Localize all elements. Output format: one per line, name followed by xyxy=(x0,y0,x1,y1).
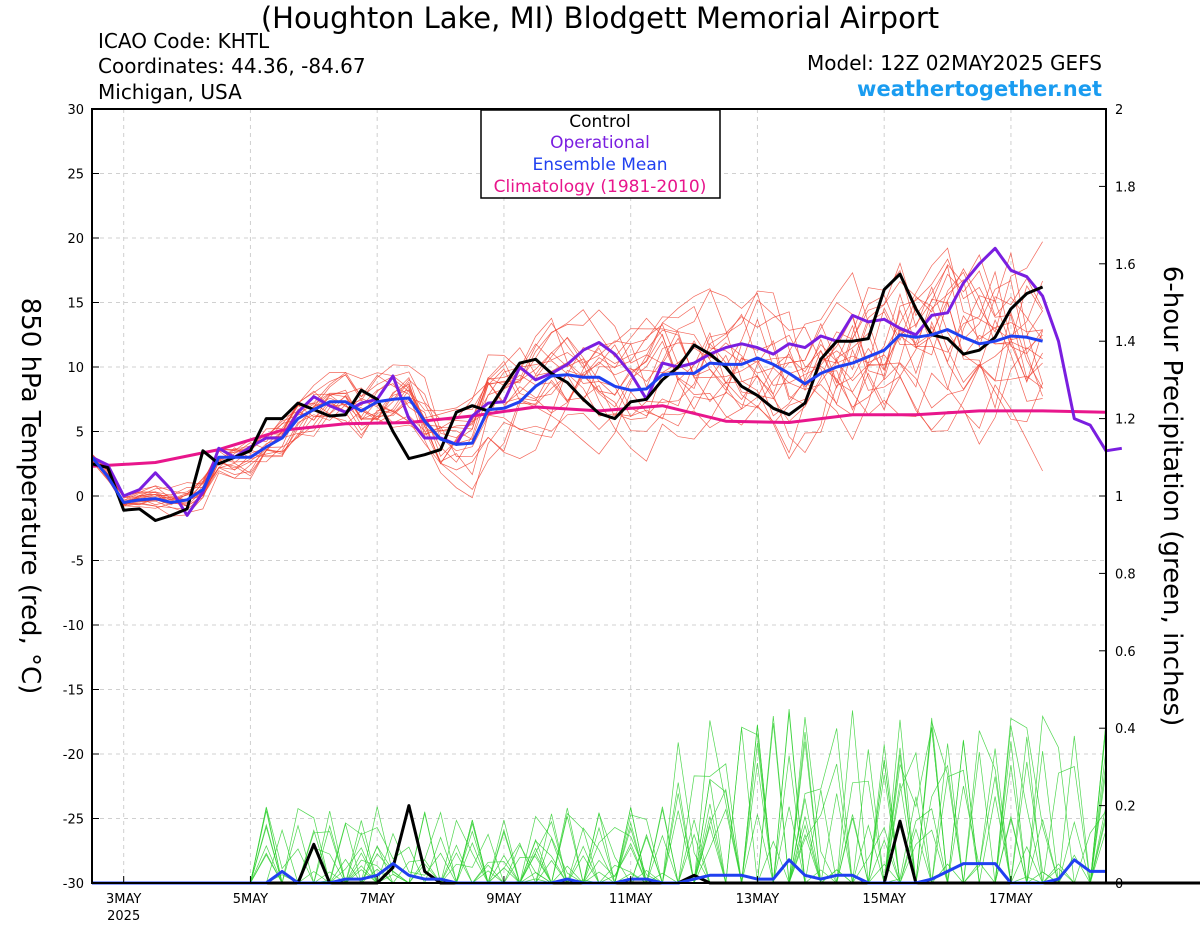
precipitation-member-line xyxy=(92,722,1107,885)
legend: Control Operational Ensemble Mean Climat… xyxy=(480,109,721,199)
tick-label-left: 25 xyxy=(67,168,84,183)
tick-label-left: -20 xyxy=(63,748,84,763)
y-axis-left-label: 850 hPa Temperature (red, °C) xyxy=(15,298,45,695)
tick-label-right: 2 xyxy=(1115,103,1123,118)
tick-label-right: 1.6 xyxy=(1115,258,1136,273)
tick-label-right: 1 xyxy=(1115,490,1123,505)
ensemble-members xyxy=(91,241,1107,885)
temperature-member-line xyxy=(91,304,1043,510)
precipitation-member-line xyxy=(92,728,1107,885)
precipitation-member-line xyxy=(92,708,1107,884)
ensemble-mean-temp-line xyxy=(90,328,1043,504)
tick-label-bottom: 3MAY xyxy=(106,892,141,907)
tick-label-left: 5 xyxy=(76,426,84,441)
tick-label-left: -25 xyxy=(63,813,84,828)
precipitation-member-line xyxy=(92,726,1107,884)
temperature-member-line xyxy=(91,268,1043,506)
temperature-member-line xyxy=(91,295,1043,496)
region: Michigan, USA xyxy=(98,80,242,104)
legend-box xyxy=(480,109,721,199)
legend-ensemble-mean: Ensemble Mean xyxy=(532,155,667,175)
tick-label-right: 0.4 xyxy=(1115,722,1136,737)
temperature-member-line xyxy=(91,297,1043,506)
tick-label-left: -10 xyxy=(63,619,84,634)
tick-label-left: 30 xyxy=(67,103,84,118)
tick-label-right: 0.8 xyxy=(1115,567,1136,582)
precipitation-member-line xyxy=(92,721,1107,884)
tick-label-right: 0.6 xyxy=(1115,645,1136,660)
tick-label-left: 15 xyxy=(67,297,84,312)
legend-operational: Operational xyxy=(550,133,650,153)
tick-label-right: 0 xyxy=(1115,877,1123,892)
tick-label-left: -5 xyxy=(71,555,84,570)
tick-label-right: 1.2 xyxy=(1115,413,1136,428)
tick-label-bottom: 11MAY xyxy=(609,892,653,907)
tick-label-right: 1.8 xyxy=(1115,180,1136,195)
precipitation-member-line xyxy=(92,727,1106,884)
temperature-member-line xyxy=(91,277,1043,507)
temperature-member-line xyxy=(91,311,1043,506)
temperature-member-line xyxy=(91,280,1043,506)
temperature-member-line xyxy=(91,258,1043,517)
legend-control: Control xyxy=(569,112,630,132)
tick-label-left: 10 xyxy=(67,361,84,376)
coordinates: Coordinates: 44.36, -84.67 xyxy=(98,54,366,78)
icao-code: ICAO Code: KHTL xyxy=(98,29,270,53)
grid-lines xyxy=(92,109,1106,883)
tick-label-left: -30 xyxy=(63,877,84,892)
climatology-1981-2010-temp-line xyxy=(91,404,1107,468)
axis-ticks: 302520151050-5-10-15-20-25-3021.81.61.41… xyxy=(63,103,1136,924)
tick-label-bottom: 5MAY xyxy=(233,892,268,907)
legend-climatology: Climatology (1981-2010) xyxy=(494,177,707,197)
y-axis-right-label: 6-hour Precipitation (green, inches) xyxy=(1157,266,1187,726)
tick-label-left: -15 xyxy=(63,684,84,699)
tick-label-right: 1.4 xyxy=(1115,335,1136,350)
tick-label-right: 0.2 xyxy=(1115,800,1136,815)
tick-label-bottom: 13MAY xyxy=(736,892,780,907)
model-run: Model: 12Z 02MAY2025 GEFS xyxy=(807,51,1102,75)
tick-label-bottom: 7MAY xyxy=(360,892,395,907)
tick-label-bottom: 17MAY xyxy=(989,892,1033,907)
tick-label-year: 2025 xyxy=(107,909,140,924)
operational-temp-line xyxy=(91,246,1123,517)
tick-label-bottom: 15MAY xyxy=(862,892,906,907)
control-temp-line xyxy=(91,272,1044,522)
temperature-member-line xyxy=(91,241,1043,509)
tick-label-left: 20 xyxy=(67,232,84,247)
precipitation-member-line xyxy=(92,723,1106,885)
site-brand: weathertogether.net xyxy=(857,77,1102,101)
tick-label-left: 0 xyxy=(76,490,84,505)
chart-title: (Houghton Lake, MI) Blodgett Memorial Ai… xyxy=(261,1,939,35)
tick-label-bottom: 9MAY xyxy=(486,892,521,907)
precipitation-member-line xyxy=(92,728,1107,884)
temperature-member-line xyxy=(91,322,1043,504)
